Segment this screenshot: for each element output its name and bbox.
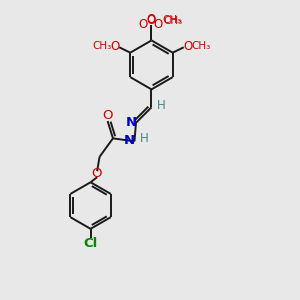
Text: H: H	[157, 99, 165, 112]
Text: N: N	[126, 116, 137, 129]
Text: O: O	[147, 13, 156, 26]
Text: Cl: Cl	[83, 237, 98, 250]
Text: CH₃: CH₃	[92, 41, 112, 51]
Text: O: O	[147, 14, 156, 28]
Text: CH₃: CH₃	[191, 41, 211, 51]
Text: O: O	[111, 40, 120, 52]
Text: O: O	[138, 18, 148, 32]
Text: N: N	[124, 134, 135, 147]
Text: CH₃: CH₃	[163, 14, 182, 25]
Text: H: H	[140, 133, 148, 146]
Text: CH₃: CH₃	[164, 16, 183, 26]
Text: O: O	[102, 110, 113, 122]
Text: O: O	[92, 167, 102, 180]
Text: O: O	[183, 40, 192, 52]
Text: O: O	[153, 18, 162, 32]
